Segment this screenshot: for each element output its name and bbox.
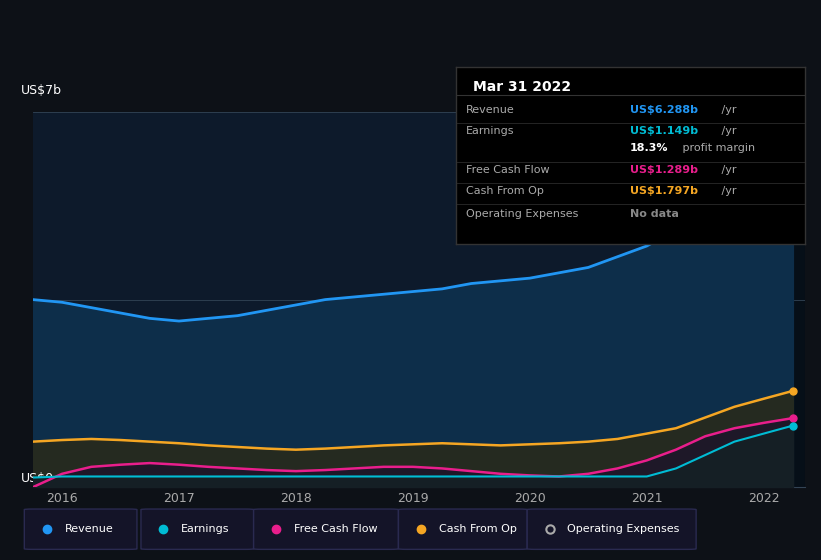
Bar xyxy=(647,112,805,487)
FancyBboxPatch shape xyxy=(527,509,696,549)
Text: Operating Expenses: Operating Expenses xyxy=(567,524,680,534)
FancyBboxPatch shape xyxy=(254,509,398,549)
Text: Earnings: Earnings xyxy=(466,125,515,136)
Text: US$6.288b: US$6.288b xyxy=(631,105,698,115)
Text: US$1.797b: US$1.797b xyxy=(631,186,698,195)
Text: Revenue: Revenue xyxy=(466,105,515,115)
FancyBboxPatch shape xyxy=(398,509,527,549)
Text: /yr: /yr xyxy=(718,186,736,195)
Text: US$1.149b: US$1.149b xyxy=(631,125,698,136)
Text: US$0: US$0 xyxy=(21,472,54,486)
Text: Operating Expenses: Operating Expenses xyxy=(466,209,579,218)
FancyBboxPatch shape xyxy=(141,509,254,549)
Text: /yr: /yr xyxy=(718,105,736,115)
Text: US$1.289b: US$1.289b xyxy=(631,165,698,175)
Text: Cash From Op: Cash From Op xyxy=(438,524,516,534)
Text: Free Cash Flow: Free Cash Flow xyxy=(466,165,550,175)
Text: Revenue: Revenue xyxy=(65,524,113,534)
Text: /yr: /yr xyxy=(718,165,736,175)
Text: Free Cash Flow: Free Cash Flow xyxy=(294,524,378,534)
Text: profit margin: profit margin xyxy=(679,143,755,153)
Text: No data: No data xyxy=(631,209,679,218)
Text: 18.3%: 18.3% xyxy=(631,143,668,153)
Text: Cash From Op: Cash From Op xyxy=(466,186,544,195)
Text: /yr: /yr xyxy=(718,125,736,136)
Text: Mar 31 2022: Mar 31 2022 xyxy=(473,80,571,94)
Text: Earnings: Earnings xyxy=(181,524,230,534)
FancyBboxPatch shape xyxy=(25,509,137,549)
Text: US$7b: US$7b xyxy=(21,84,62,97)
